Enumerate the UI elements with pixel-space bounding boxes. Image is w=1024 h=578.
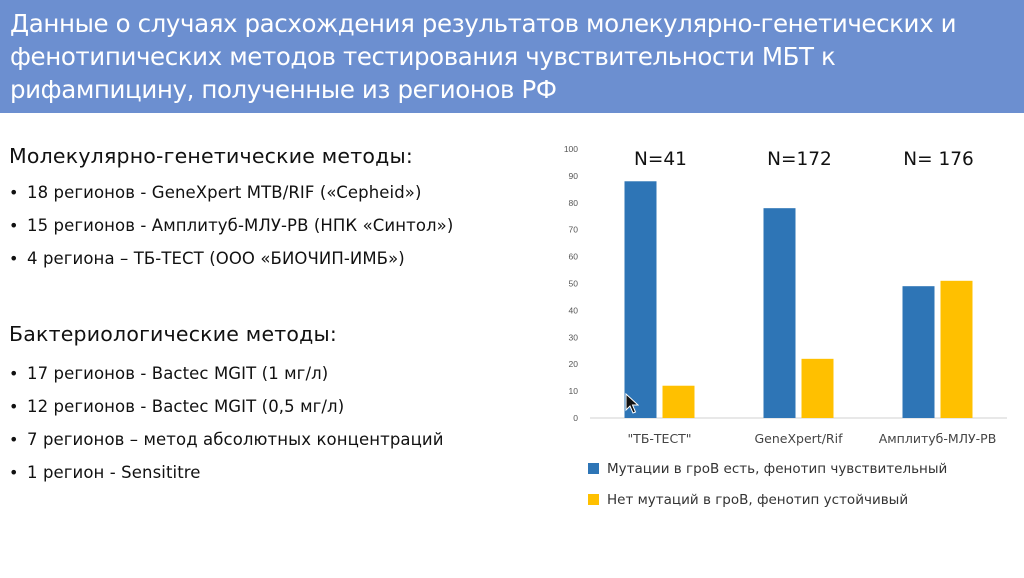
legend-label: Нет мутаций в гроВ, фенотип устойчивый <box>607 492 908 508</box>
y-tick-label: 0 <box>573 413 578 423</box>
bar <box>624 181 657 418</box>
y-tick-label: 70 <box>569 225 579 235</box>
list-item: 7 регионов – метод абсолютных концентрац… <box>9 428 444 461</box>
legend-label: Мутации в гроВ есть, фенотип чувствитель… <box>607 461 947 477</box>
y-tick-label: 100 <box>564 144 578 154</box>
bacteriological-methods-list: 17 регионов - Bactec MGIT (1 мг/л) 12 ре… <box>9 362 444 494</box>
sample-size-annotation: N= 176 <box>903 149 974 170</box>
x-tick-label: GeneXpert/Rif <box>755 431 844 446</box>
y-tick-label: 10 <box>569 386 579 396</box>
bar <box>801 358 834 418</box>
bar <box>763 208 796 418</box>
slide-header: Данные о случаях расхождения результатов… <box>0 0 1024 113</box>
legend-swatch <box>588 463 599 474</box>
y-tick-label: 20 <box>569 359 579 369</box>
bacteriological-methods-heading: Бактериологические методы: <box>9 322 338 346</box>
y-tick-label: 40 <box>569 305 579 315</box>
molecular-methods-heading: Молекулярно-генетические методы: <box>9 144 413 168</box>
y-tick-label: 50 <box>569 279 579 289</box>
slide-title: Данные о случаях расхождения результатов… <box>10 9 957 104</box>
bar <box>940 280 973 418</box>
list-item: 17 регионов - Bactec MGIT (1 мг/л) <box>9 362 444 395</box>
list-item: 1 регион - Sensititre <box>9 461 444 494</box>
y-tick-label: 80 <box>569 198 579 208</box>
bar-chart: 0 10 20 30 40 50 60 70 80 90 100 "ТБ-ТЕСТ" N=41 GeneX… <box>564 144 1007 508</box>
mouse-cursor-icon <box>625 393 639 414</box>
list-item: 18 регионов - GeneXpert MTB/RIF («Cephei… <box>9 181 453 214</box>
bar <box>662 385 695 418</box>
list-item: 4 региона – ТБ-ТЕСТ (ООО «БИОЧИП-ИМБ») <box>9 247 453 280</box>
list-item: 12 регионов - Bactec MGIT (0,5 мг/л) <box>9 395 444 428</box>
bar <box>902 286 935 418</box>
sample-size-annotation: N=172 <box>767 149 832 170</box>
sample-size-annotation: N=41 <box>634 149 687 170</box>
molecular-methods-list: 18 регионов - GeneXpert MTB/RIF («Cephei… <box>9 181 453 280</box>
list-item: 15 регионов - Амплитуб-МЛУ-РВ (НПК «Синт… <box>9 214 453 247</box>
legend-swatch <box>588 494 599 505</box>
y-tick-label: 90 <box>569 171 579 181</box>
x-tick-label: Амплитуб-МЛУ-РВ <box>879 431 997 446</box>
x-tick-label: "ТБ-ТЕСТ" <box>627 431 691 446</box>
y-tick-label: 30 <box>569 332 579 342</box>
y-tick-label: 60 <box>569 252 579 262</box>
